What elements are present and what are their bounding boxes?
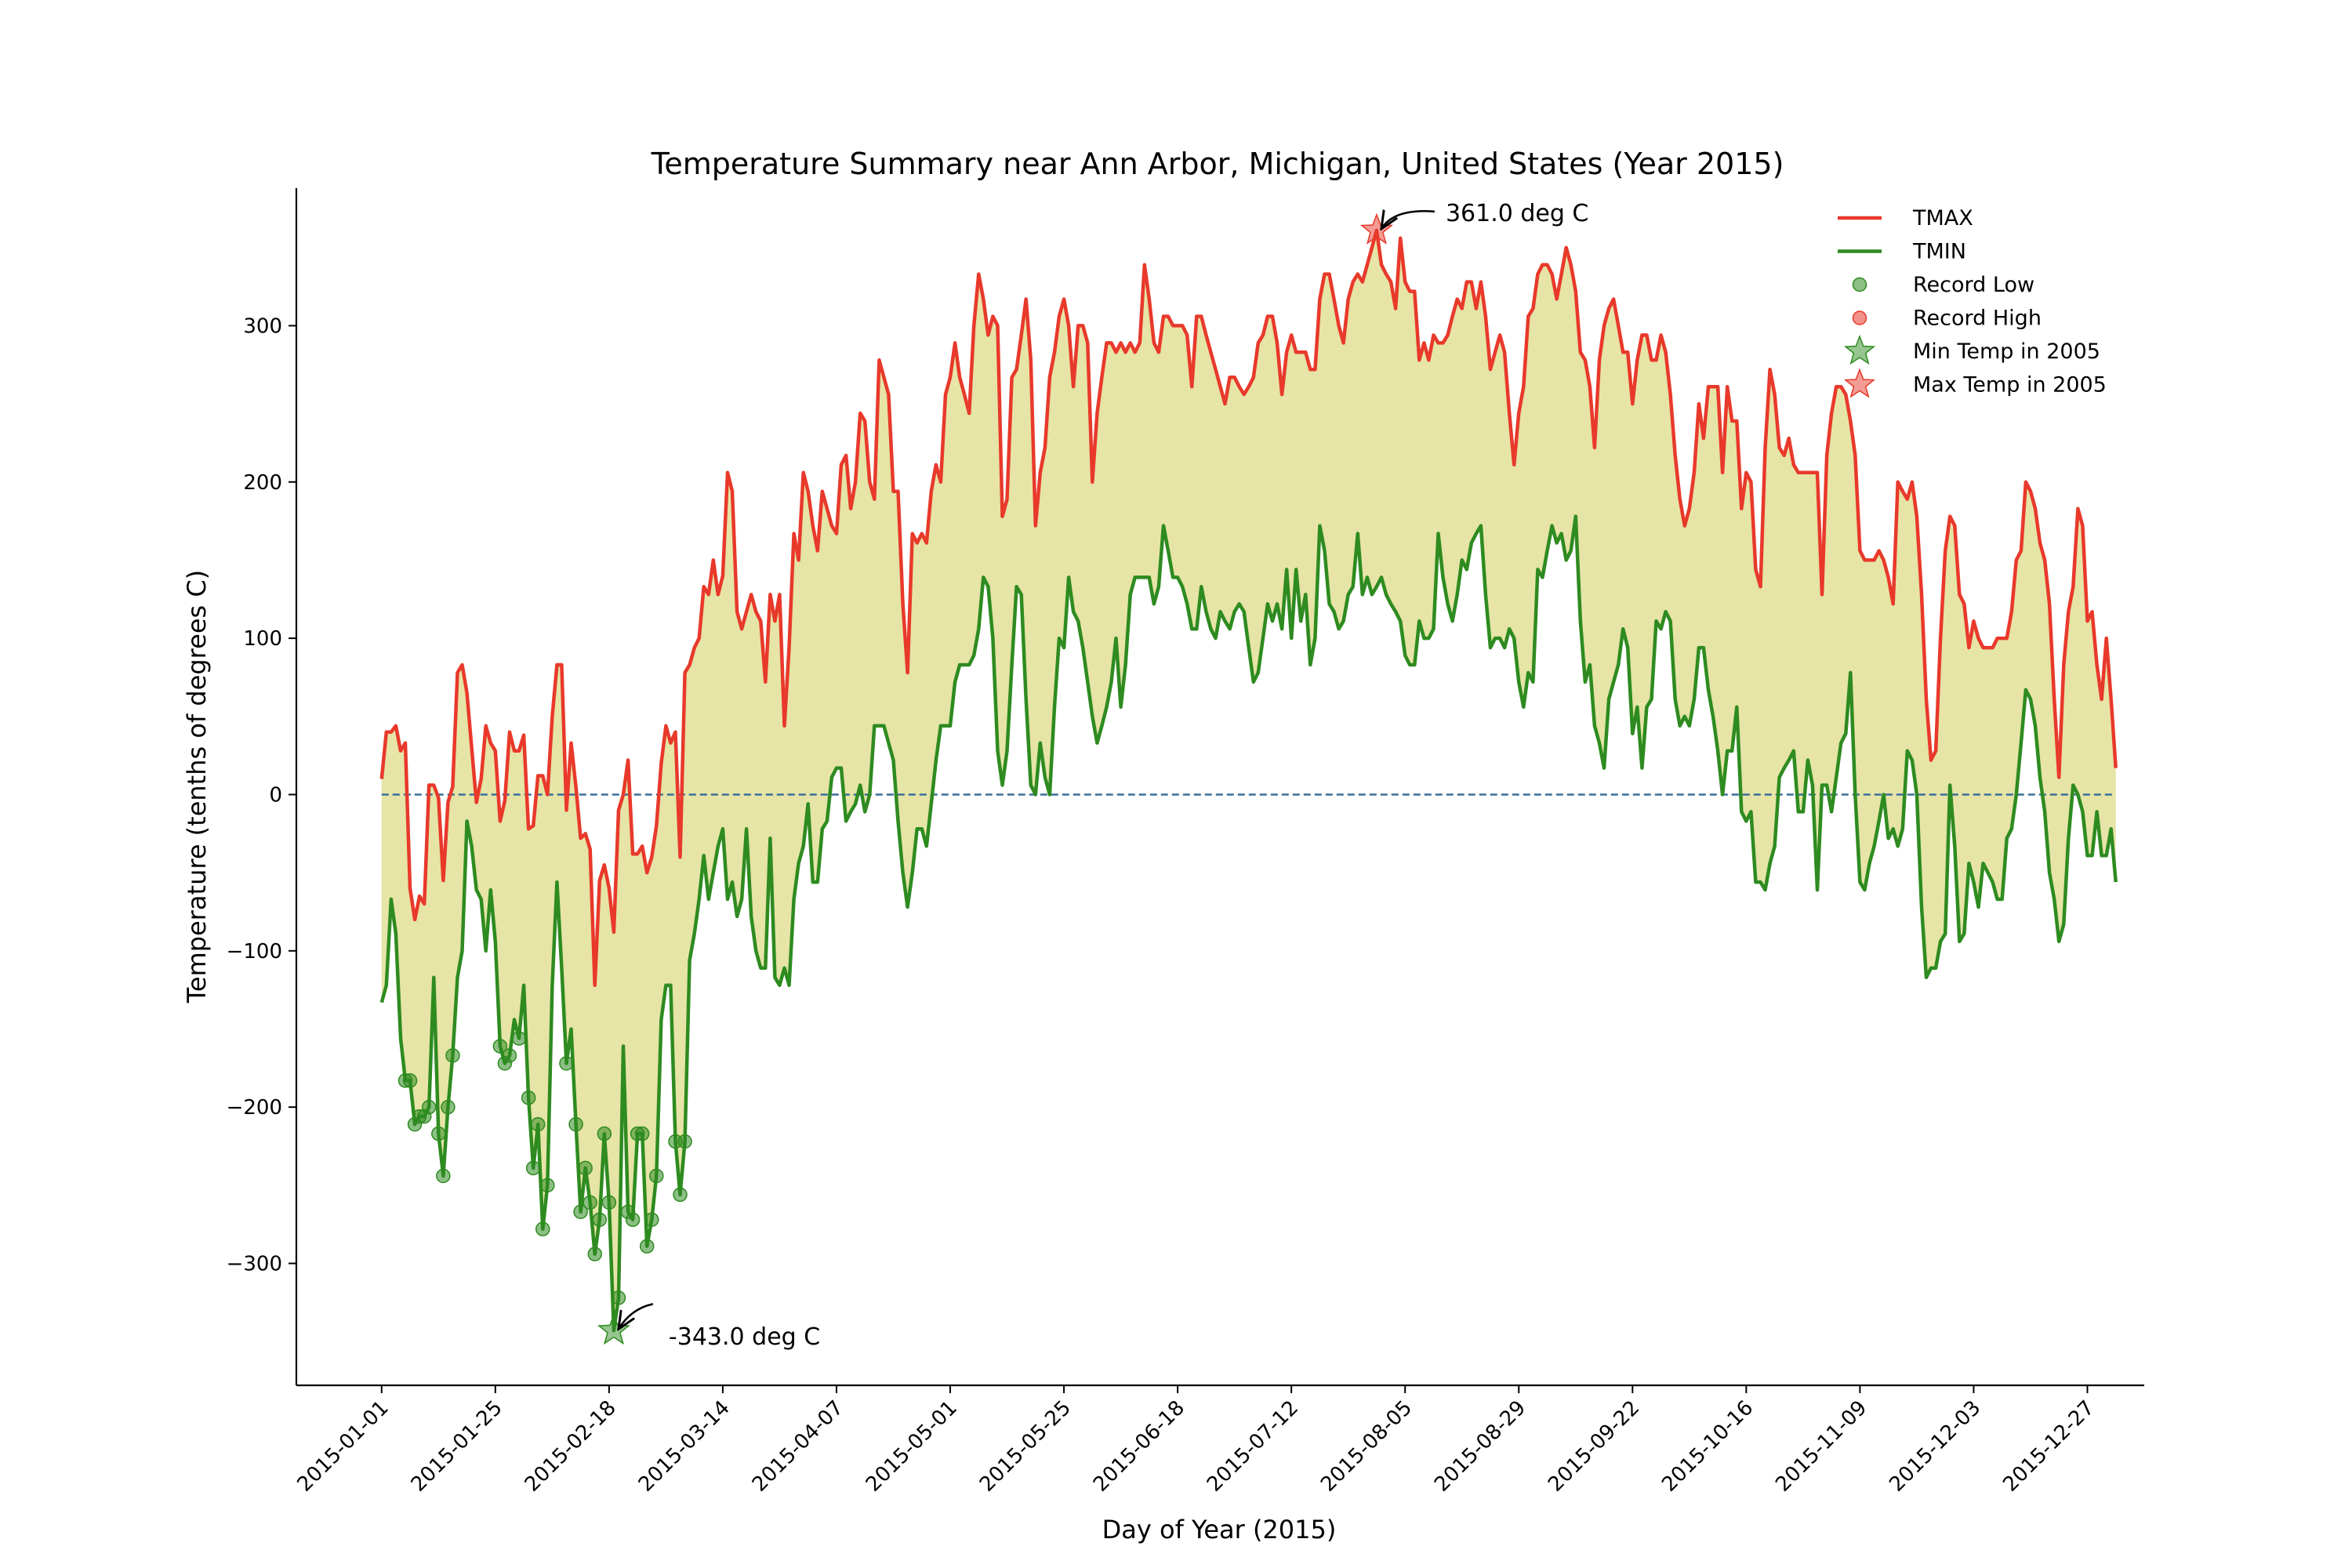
legend-swatch-circle (1852, 310, 1867, 325)
min-annotation-arrow (619, 1303, 654, 1329)
max-annotation-arrow (1381, 211, 1436, 229)
record-low-point (601, 1195, 617, 1210)
record-low-point (611, 1290, 626, 1305)
x-axis-label: Day of Year (2015) (1102, 1515, 1337, 1544)
tmax-tmin-fill (381, 230, 2116, 1331)
max-annotation-text: 361.0 deg C (1446, 200, 1588, 227)
chart-title: Temperature Summary near Ann Arbor, Mich… (651, 147, 1784, 181)
record-low-point (436, 1168, 451, 1184)
record-low-point (597, 1126, 612, 1142)
record-low-point (587, 1247, 602, 1261)
record-low-point (445, 1048, 460, 1063)
record-low-point (583, 1195, 597, 1210)
record-low-point (511, 1031, 527, 1046)
record-low-point (592, 1212, 608, 1227)
record-markers (397, 1031, 692, 1305)
legend-label: Max Temp in 2005 (1913, 373, 2107, 397)
legend-label: TMAX (1912, 206, 1973, 230)
y-tick-label: −300 (227, 1253, 282, 1276)
record-low-point (521, 1090, 536, 1105)
record-low-point (568, 1116, 583, 1132)
legend-swatch-star (1843, 368, 1876, 398)
record-low-point (644, 1212, 659, 1227)
y-tick-label: −100 (227, 940, 282, 964)
legend-label: Record High (1913, 307, 2042, 331)
record-low-point (634, 1126, 650, 1142)
y-tick-label: 0 (269, 783, 282, 807)
record-low-point (525, 1160, 541, 1176)
record-low-point (639, 1239, 655, 1254)
min-annotation-text: -343.0 deg C (669, 1323, 820, 1351)
legend: TMAX TMIN Record Low Record High Min Temp in… (1838, 206, 2107, 398)
record-low-point (578, 1160, 593, 1176)
record-low-point (677, 1134, 692, 1149)
y-tick-label: 300 (243, 314, 282, 338)
annotations: 361.0 deg C -343.0 deg C (619, 200, 1588, 1351)
legend-swatch-circle (1852, 277, 1867, 292)
record-low-point (535, 1221, 550, 1236)
record-low-point (421, 1099, 437, 1115)
tmax-line (379, 228, 2118, 987)
legend-swatch-star (1843, 334, 1876, 365)
series-lines (379, 228, 2118, 1333)
tmin-line (379, 514, 2118, 1333)
y-tick-label: 100 (243, 627, 282, 651)
record-low-point (431, 1126, 446, 1142)
record-low-point (573, 1204, 588, 1219)
record-low-point (530, 1116, 546, 1132)
y-tick-label: 200 (243, 471, 282, 495)
plot-area: 361.0 deg C -343.0 deg C (379, 200, 2118, 1351)
record-low-point (402, 1073, 418, 1088)
fill-between-area (381, 230, 2116, 1331)
legend-label: Record Low (1913, 273, 2034, 297)
legend-label: Min Temp in 2005 (1913, 339, 2100, 364)
legend-label: TMIN (1912, 240, 1966, 264)
y-ticks: −300 −200 −100 0 100 200 300 (227, 314, 296, 1276)
record-low-point (649, 1168, 664, 1184)
y-axis-label: Temperature (tenths of degrees C) (182, 570, 212, 1004)
record-low-point (441, 1099, 456, 1115)
record-low-point (540, 1178, 555, 1193)
record-low-point (502, 1048, 517, 1063)
y-tick-label: −200 (227, 1096, 282, 1120)
record-low-point (492, 1039, 508, 1054)
record-low-point (625, 1212, 641, 1227)
record-low-point (673, 1187, 688, 1203)
record-low-point (559, 1056, 574, 1071)
